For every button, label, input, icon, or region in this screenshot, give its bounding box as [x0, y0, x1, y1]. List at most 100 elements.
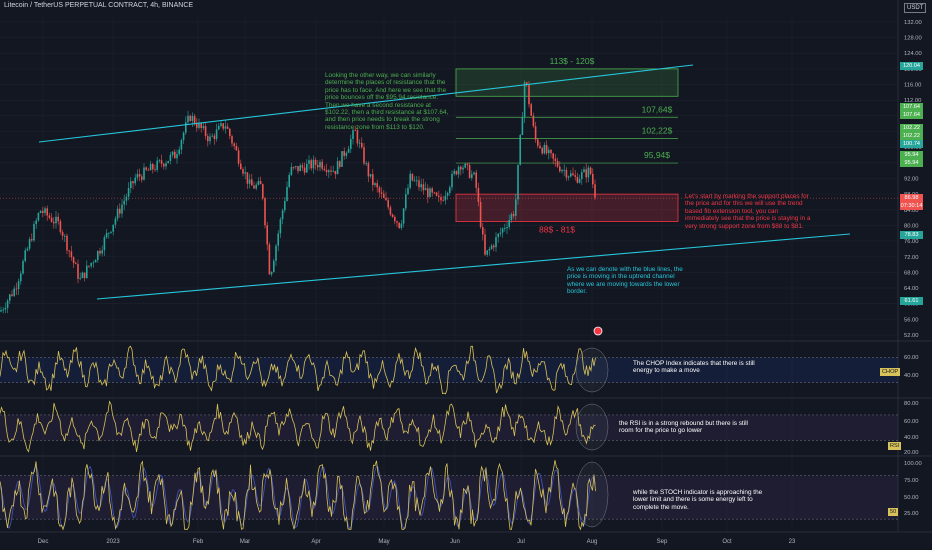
price-axis-tag: 107.64: [900, 103, 923, 111]
candle-body: [189, 115, 191, 121]
candle-body: [308, 160, 310, 164]
candle-body: [570, 173, 572, 177]
candle-body: [231, 136, 233, 144]
candle-body: [350, 138, 352, 149]
candle-body: [310, 160, 312, 169]
price-tick-label: 100.00: [904, 145, 922, 151]
candle-body: [279, 219, 282, 234]
candle-body: [530, 104, 532, 116]
candle-body: [585, 169, 587, 178]
candle-body: [20, 273, 22, 282]
candle-body: [108, 232, 110, 234]
candle-body: [589, 167, 592, 174]
candle-body: [193, 116, 196, 124]
candle-body: [257, 181, 260, 185]
chop-line: [0, 345, 596, 395]
candle-body: [42, 210, 44, 214]
candle-body: [143, 167, 145, 180]
rsi-line: [0, 400, 596, 453]
candle-body: [427, 188, 429, 198]
rsi-tag: RSI: [888, 442, 902, 450]
candle-body: [200, 123, 202, 129]
candle-body: [224, 126, 227, 129]
price-axis-tag: 61.61: [900, 297, 923, 305]
candle-body: [136, 174, 139, 178]
candle-body: [537, 139, 539, 146]
candle-body: [297, 166, 299, 172]
candle-body: [343, 151, 345, 156]
price-axis-tag: 86.98: [900, 194, 923, 202]
candle-body: [504, 228, 506, 230]
candle-body: [281, 210, 284, 220]
candle-body: [222, 123, 224, 129]
candle-body: [594, 184, 596, 198]
price-tick-label: 52.00: [904, 333, 919, 339]
candle-body: [72, 257, 75, 264]
candle-body: [4, 308, 7, 310]
candle-body: [332, 170, 334, 172]
candle-body: [185, 122, 187, 133]
time-tick-label: 23: [789, 539, 796, 545]
candle-body: [442, 200, 444, 202]
candle-body: [561, 170, 563, 172]
candle-body: [534, 126, 537, 140]
candle-body: [303, 167, 306, 173]
grid-lines: [0, 0, 932, 533]
candle-body: [165, 163, 167, 167]
candle-body: [246, 172, 249, 184]
time-tick-label: 2023: [106, 539, 120, 545]
candle-body: [378, 187, 381, 193]
time-tick-label: Jun: [450, 539, 460, 545]
candle-body: [453, 171, 455, 174]
time-tick-label: Aug: [587, 539, 598, 545]
candle-body: [581, 172, 583, 179]
candle-body: [121, 204, 123, 214]
candle-body: [552, 153, 554, 159]
candle-body: [66, 235, 68, 251]
indicator-panes: [0, 345, 898, 531]
indicator-tick-label: 60.00: [904, 419, 919, 425]
candle-body: [457, 166, 460, 175]
candle-body: [413, 180, 416, 182]
candle-body: [490, 245, 493, 249]
candle-body: [405, 194, 407, 209]
candle-body: [592, 173, 594, 185]
time-tick-label: Jul: [517, 539, 525, 545]
candle-body: [295, 166, 297, 168]
support-zone-label: 88$ - 81$: [539, 225, 575, 235]
resistance-zone: [455, 68, 679, 97]
focus-circle: [575, 461, 609, 528]
candle-body: [365, 163, 367, 164]
candle-body: [418, 180, 420, 188]
candle-body: [101, 250, 103, 254]
candle-body: [64, 235, 66, 237]
candle-body: [528, 84, 530, 105]
candle-body: [242, 169, 244, 174]
candle-body: [119, 208, 121, 214]
candle-body: [499, 232, 502, 234]
candle-body: [559, 166, 561, 172]
candle-body: [336, 161, 339, 175]
candle-body: [444, 195, 447, 201]
candle-body: [207, 136, 209, 142]
candle-body: [110, 231, 112, 233]
candle-body: [438, 195, 440, 197]
upper-channel-line: [38, 64, 694, 143]
resistance-zone-label: 113$ - 120$: [550, 56, 595, 66]
candle-body: [330, 170, 332, 172]
currency-badge[interactable]: USDT: [904, 3, 927, 13]
candle-body: [532, 115, 535, 127]
indicator-tick-label: 20.00: [904, 450, 919, 456]
candle-body: [48, 215, 51, 218]
candle-body: [339, 161, 341, 167]
price-axis-tag: 102.22: [900, 124, 923, 132]
price-axis-tag: 107.64: [900, 111, 923, 119]
candle-body: [451, 173, 453, 188]
indicator-tick-label: 60.00: [904, 355, 919, 361]
indicator-tick-label: 40.00: [904, 373, 919, 379]
candle-body: [372, 174, 374, 186]
resistance-level-label: 95,94$: [644, 150, 670, 160]
candle-body: [266, 225, 268, 245]
candle-body: [471, 174, 473, 178]
